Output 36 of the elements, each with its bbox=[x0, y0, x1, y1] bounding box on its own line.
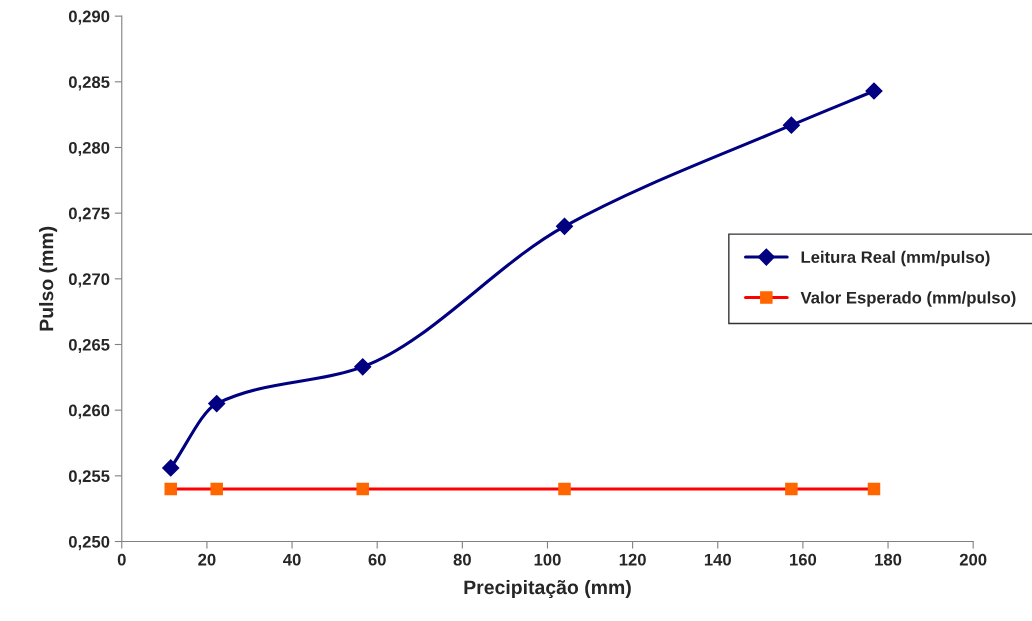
y-tick-label: 0,255 bbox=[68, 470, 110, 485]
y-tick-label: 0,290 bbox=[68, 10, 110, 25]
y-tick-label: 0,265 bbox=[68, 338, 110, 354]
point bbox=[164, 482, 177, 496]
x-tick-label: 100 bbox=[534, 553, 561, 566]
x-tick-label: 200 bbox=[959, 553, 987, 566]
x-tick-label: 60 bbox=[368, 553, 386, 566]
x-tick-label: 180 bbox=[875, 553, 902, 566]
x-tick-label: 140 bbox=[704, 553, 731, 566]
point bbox=[865, 82, 883, 100]
point bbox=[558, 482, 571, 496]
point bbox=[162, 459, 180, 477]
x-tick-label: 160 bbox=[790, 553, 817, 566]
x-tick-label: 80 bbox=[453, 553, 471, 566]
point bbox=[356, 482, 369, 496]
x-tick-label: 120 bbox=[619, 553, 646, 566]
x-tick-label: 20 bbox=[198, 553, 216, 566]
y-axis-title: Pulso (mm) bbox=[39, 226, 58, 331]
point bbox=[354, 358, 372, 376]
point bbox=[867, 482, 881, 496]
point bbox=[208, 395, 226, 413]
point bbox=[782, 116, 800, 134]
x-tick-label: 40 bbox=[283, 553, 301, 566]
legend-label: Valor Esperado (mm/pulso) bbox=[800, 291, 1016, 307]
point bbox=[555, 217, 574, 235]
y-tick-label: 0,280 bbox=[68, 141, 110, 157]
y-tick-label: 0,250 bbox=[68, 535, 110, 551]
x-axis-title: Precipitação (mm) bbox=[464, 579, 631, 599]
point bbox=[210, 482, 223, 496]
point bbox=[785, 482, 798, 496]
y-tick-label: 0,270 bbox=[68, 273, 110, 288]
y-tick-label: 0,275 bbox=[68, 207, 110, 222]
y-tick-label: 0,285 bbox=[68, 76, 110, 91]
y-tick-label: 0,260 bbox=[68, 404, 110, 419]
legend-label: Leitura Real (mm/pulso) bbox=[801, 250, 990, 267]
x-tick-label: 0 bbox=[117, 553, 126, 566]
